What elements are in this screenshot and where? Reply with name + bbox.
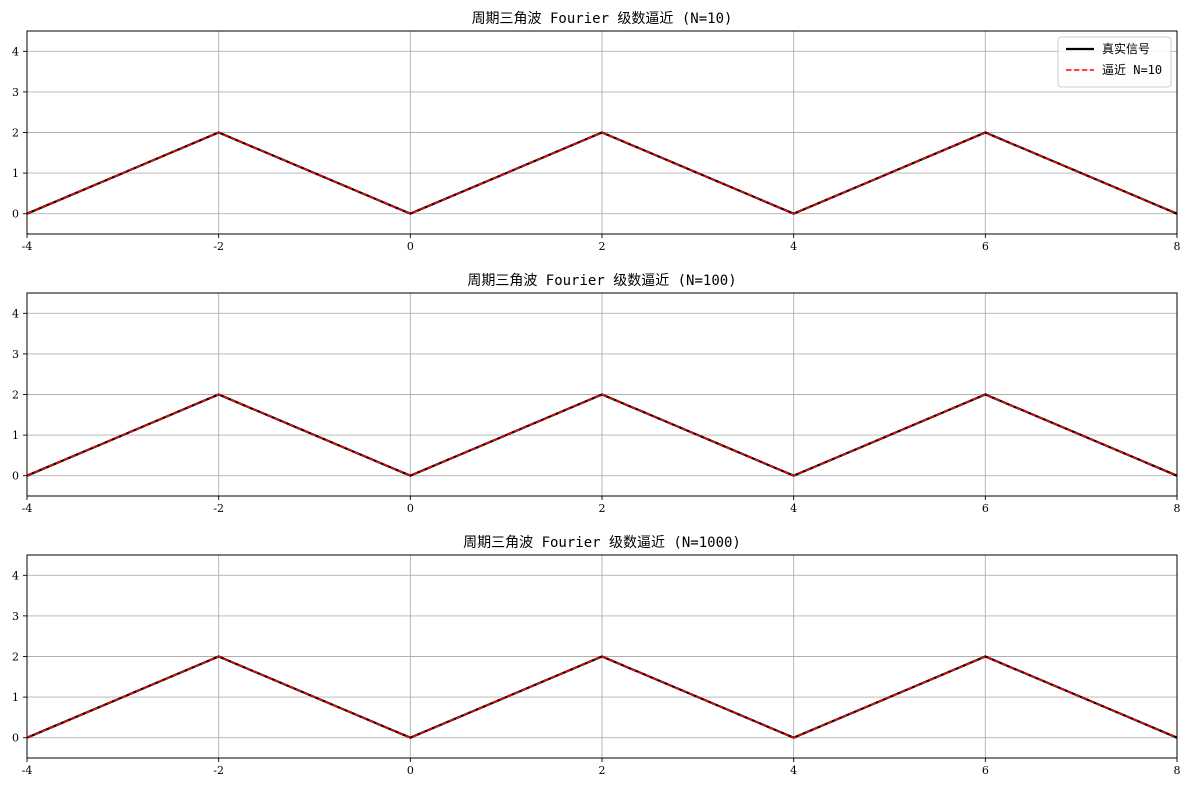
x-tick-label: 8 [1174,240,1181,253]
series-line-approximation [26,131,1178,215]
subplot-1: -4 -2 0 2 4 6 8 0 1 2 3 4 周期三角波 Fourier 级数逼近 (N=10) 真… [12,11,1181,253]
x-tick-label: -4 [22,240,33,253]
series-line-approximation [26,655,1178,739]
y-tick-label: 0 [12,470,19,483]
x-tick-label: 6 [982,764,989,777]
y-tick-label: 0 [12,208,19,221]
x-tick-label: 4 [790,764,797,777]
x-tick-label: 6 [982,240,989,253]
legend-label: 逼近 N=10 [1102,63,1162,77]
x-tick-label: 0 [407,240,414,253]
chart-title: 周期三角波 Fourier 级数逼近 (N=100) [467,273,736,289]
x-tick-label: -2 [213,502,224,515]
chart-title: 周期三角波 Fourier 级数逼近 (N=10) [472,11,733,27]
x-tick-label: 0 [407,502,414,515]
x-tick-label: -2 [213,240,224,253]
subplot-2: -4 -2 0 2 4 6 8 0 1 2 3 4 周期三角波 Fourier 级数逼近 (N=100) [12,273,1181,515]
x-tick-label: 6 [982,502,989,515]
y-tick-label: 1 [12,429,19,442]
x-tick-label: 4 [790,502,797,515]
series-line-approximation [26,393,1178,477]
x-tick-label: 2 [599,502,606,515]
y-tick-label: 1 [12,691,19,704]
y-tick-label: 0 [12,732,19,745]
x-tick-label: 2 [599,764,606,777]
legend-label: 真实信号 [1102,41,1150,56]
x-tick-label: -4 [22,764,33,777]
y-tick-label: 2 [12,127,19,140]
x-tick-label: 8 [1174,764,1181,777]
y-tick-label: 2 [12,389,19,402]
y-tick-label: 3 [12,86,19,99]
y-tick-label: 4 [12,569,19,582]
y-tick-label: 1 [12,167,19,180]
y-tick-label: 3 [12,348,19,361]
chart-title: 周期三角波 Fourier 级数逼近 (N=1000) [463,535,741,551]
subplot-3: -4 -2 0 2 4 6 8 0 1 2 3 4 周期三角波 Fourier 级数逼近 (N=1000… [12,535,1181,777]
y-tick-label: 3 [12,610,19,623]
x-tick-label: -4 [22,502,33,515]
x-tick-label: 8 [1174,502,1181,515]
x-tick-label: 2 [599,240,606,253]
y-tick-label: 4 [12,45,19,58]
y-tick-label: 4 [12,307,19,320]
x-tick-label: -2 [213,764,224,777]
x-tick-label: 4 [790,240,797,253]
y-tick-label: 2 [12,651,19,664]
x-tick-label: 0 [407,764,414,777]
